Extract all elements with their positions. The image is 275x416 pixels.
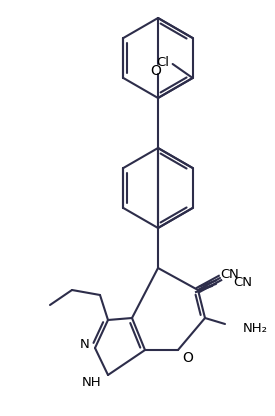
Text: C: C bbox=[220, 268, 230, 282]
Text: NH₂: NH₂ bbox=[243, 322, 268, 334]
Text: CN: CN bbox=[233, 275, 252, 289]
Text: O: O bbox=[151, 64, 161, 78]
Text: Cl: Cl bbox=[156, 57, 169, 69]
Text: O: O bbox=[183, 351, 193, 365]
Text: NH: NH bbox=[82, 376, 102, 389]
Text: N: N bbox=[229, 268, 239, 282]
Text: N: N bbox=[80, 339, 90, 352]
